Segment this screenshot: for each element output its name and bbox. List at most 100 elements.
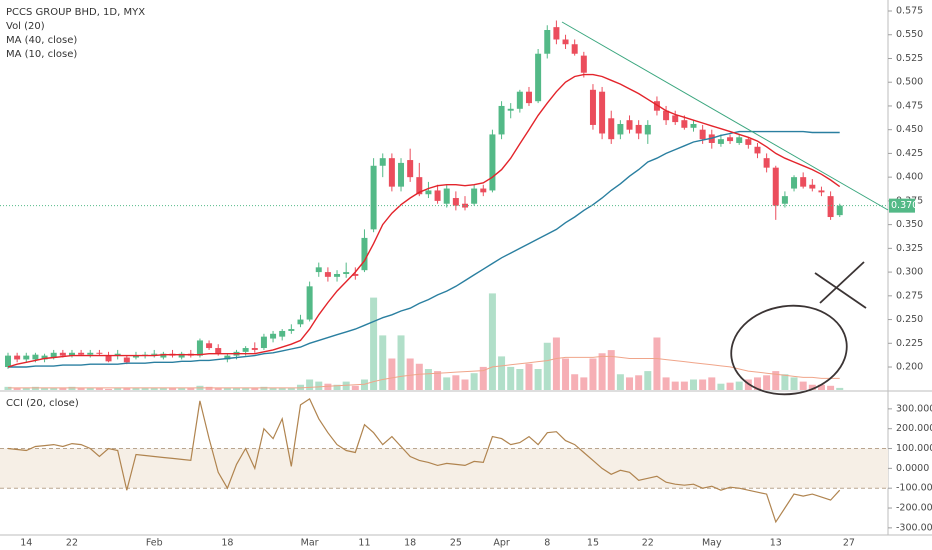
volume-bar [589,358,597,390]
candle-body [178,353,185,358]
candle-body [498,105,505,135]
y-tick-label: 0.275 [896,290,923,301]
volume-bar [13,387,21,390]
candle-body [516,91,523,109]
volume-bar [507,366,515,390]
volume-bar [726,382,734,390]
volume-bar [525,363,533,390]
y-tick-label: 200.0000 [896,423,932,434]
volume-bar [424,369,432,390]
candle-body [206,343,213,349]
y-tick-label: -300.0000 [896,522,932,533]
candle-body [745,139,752,145]
x-tick-label: Feb [146,538,163,549]
x-tick-label: Apr [493,538,510,549]
volume-bar [434,371,442,390]
candle-body [160,353,167,358]
trend-line-drawing [561,21,889,211]
volume-bar [836,387,844,390]
y-tick-label: 0.525 [896,53,923,64]
candle-body [260,336,267,349]
plot-layer: 0.2000.2250.2500.2750.3000.3250.3500.375… [0,6,932,549]
candle-body [644,124,651,135]
volume-bar [498,356,506,390]
candle-body [50,352,57,358]
volume-bar [159,387,167,390]
candle-body [818,190,825,193]
candle-body [635,124,642,134]
volume-bar [653,337,661,390]
candle-body [96,352,103,354]
volume-bar [543,342,551,390]
volume-bar [150,387,158,390]
volume-bar [827,385,835,390]
volume-bar [77,387,85,390]
volume-bar [105,388,113,390]
candle-body [416,177,423,195]
y-tick-label: 0.300 [896,267,923,278]
candle-body [562,39,569,45]
candle-body [123,357,130,363]
volume-bar [50,387,58,390]
hand-drawn-cross [814,272,867,309]
candle-body [87,352,94,355]
volume-bar [817,384,825,390]
candle-body [681,120,688,128]
candle-body [78,352,85,355]
candle-body [772,167,779,206]
candle-body [334,273,341,277]
hand-drawn-circle [730,304,848,396]
candle-body [361,237,368,271]
candle-body [663,110,670,121]
ma-line [8,130,840,368]
candle-body [132,355,139,358]
candle-body [507,108,514,111]
y-tick-label: 0.450 [896,124,923,135]
volume-bar [269,387,277,390]
candle-body [443,188,450,204]
candle-body [626,120,633,130]
volume-bar [717,383,725,390]
volume-bar [598,353,606,390]
candle-body [352,273,359,276]
volume-bar [86,387,94,390]
volume-bar [4,386,12,390]
volume-bar [781,374,789,390]
candle-body [41,355,48,360]
x-tick-label: 18 [221,538,233,549]
candle-body [754,146,761,154]
candle-body [763,158,770,168]
x-tick-label: 22 [642,538,654,549]
candle-body [434,190,441,201]
candle-body [196,340,203,356]
volume-bar [278,387,286,390]
candle-body [489,134,496,191]
chart-title: PCCS GROUP BHD, 1D, MYX [6,7,145,18]
volume-bar [324,383,332,390]
candle-body [580,55,587,73]
x-tick-label: 25 [450,538,462,549]
cci-band [0,448,888,489]
volume-bar [763,375,771,390]
volume-bar [296,384,304,390]
candle-body [5,355,11,368]
legend-entry: MA (40, close) [6,35,77,46]
volume-bar [552,337,560,390]
candle-body [32,354,39,360]
volume-bar [315,381,323,390]
cci-line [7,398,841,524]
volume-bar [205,386,213,390]
volume-bar [22,387,30,390]
x-tick-label: 18 [404,538,416,549]
candle-body [114,353,121,356]
candle-body [288,329,295,331]
volume-bar [671,381,679,390]
last-price-label: 0.370 [891,200,918,211]
candle-body [672,115,679,123]
candle-body [379,158,386,166]
indicator-title: CCI (20, close) [6,398,79,409]
y-tick-label: -200.0000 [896,503,932,514]
volume-bar [141,387,149,390]
volume-bar [470,373,478,390]
